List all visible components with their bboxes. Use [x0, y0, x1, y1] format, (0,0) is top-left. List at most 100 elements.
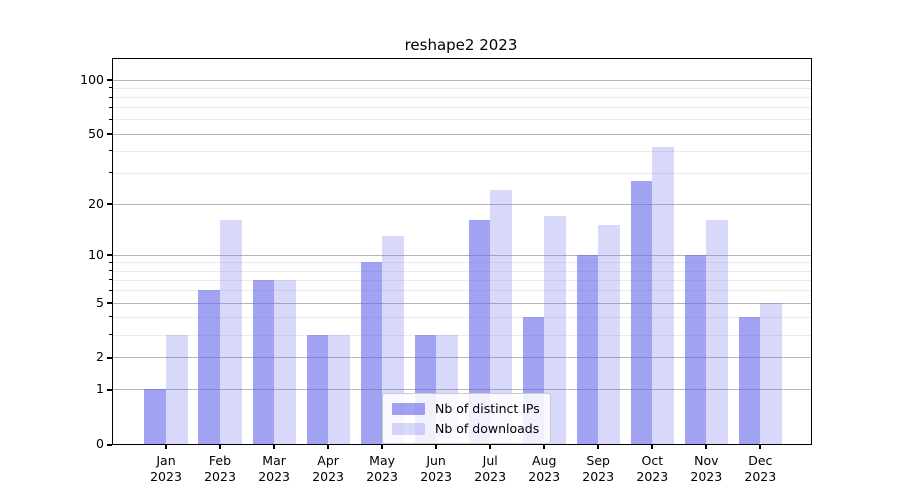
bar-downloads-oct: [652, 147, 674, 444]
x-axis-label-feb: Feb 2023: [204, 453, 236, 485]
month-label: May: [369, 453, 396, 468]
bar-downloads-nov: [706, 220, 728, 444]
year-label: 2023: [312, 469, 344, 484]
bar-ips-jan: [144, 389, 166, 444]
plot-area: 0 1 2 5 10 20 50 100 Jan 2023 Feb 2023 Mar 2023 Apr 202…: [80, 58, 812, 484]
y-axis-tick: [107, 356, 112, 359]
x-axis-tick: [435, 444, 438, 449]
month-label: Aug: [531, 453, 557, 468]
year-label: 2023: [528, 469, 561, 484]
bar-ips-sep: [576, 254, 599, 444]
year-label: 2023: [258, 469, 290, 484]
minor-gridline: [113, 107, 811, 109]
month-label: Mar: [262, 453, 286, 468]
x-axis-tick: [273, 444, 276, 449]
y-axis-minor-tick: [109, 106, 112, 108]
x-axis-tick: [489, 444, 492, 449]
y-axis-tick: [107, 79, 112, 81]
month-label: Jan: [156, 453, 176, 468]
x-axis-label-jan: Jan 2023: [150, 453, 182, 485]
y-axis-minor-tick: [109, 96, 112, 98]
bar-downloads-dec: [760, 302, 782, 444]
x-axis-label-jul: Jul 2023: [474, 453, 506, 485]
major-gridline: [113, 302, 811, 304]
minor-gridline: [113, 172, 811, 174]
x-axis-tick: [543, 444, 546, 449]
minor-gridline: [113, 334, 811, 336]
y-axis-tick: [107, 133, 112, 135]
y-axis-tick: [107, 302, 112, 304]
month-label: Oct: [641, 453, 664, 468]
y-axis-tick: [107, 443, 112, 446]
year-label: 2023: [420, 469, 452, 484]
year-label: 2023: [204, 469, 236, 484]
legend: Nb of distinct IPs Nb of downloads: [382, 393, 551, 444]
x-axis-label-aug: Aug 2023: [528, 453, 560, 485]
bar-ips-oct: [630, 180, 653, 444]
month-label: Jul: [482, 453, 498, 468]
year-label: 2023: [474, 469, 507, 484]
bar-ips-jul: [468, 220, 491, 444]
y-axis-minor-tick: [109, 150, 112, 152]
y-axis-minor-tick: [109, 172, 112, 174]
bar-ips-mar: [252, 279, 275, 444]
y-axis-minor-tick: [109, 87, 112, 89]
bar-downloads-may: [382, 235, 404, 444]
bar-ips-nov: [684, 254, 707, 444]
y-axis-label: 1: [96, 381, 104, 397]
major-gridline: [113, 357, 811, 359]
x-axis-tick: [597, 444, 600, 449]
x-axis-label-nov: Nov 2023: [690, 453, 722, 485]
minor-gridline: [113, 270, 811, 272]
x-axis-label-mar: Mar 2023: [258, 453, 290, 485]
bar-downloads-feb: [220, 220, 242, 444]
y-axis-label: 5: [96, 294, 104, 310]
bar-downloads-jul: [490, 189, 512, 444]
x-axis-tick: [165, 444, 167, 449]
y-axis-label: 20: [88, 195, 104, 211]
y-axis-tick: [107, 388, 112, 391]
y-axis-label: 100: [80, 71, 104, 87]
x-axis-tick: [327, 444, 330, 449]
x-axis-label-jun: Jun 2023: [420, 453, 452, 485]
legend-item-downloads: Nb of downloads: [392, 421, 540, 436]
x-axis-tick: [651, 444, 654, 449]
y-axis-minor-tick: [109, 261, 112, 263]
legend-label-downloads: Nb of downloads: [435, 421, 540, 436]
y-axis-minor-tick: [109, 334, 112, 335]
y-axis-minor-tick: [109, 118, 112, 120]
legend-swatch-downloads-icon: [392, 422, 425, 435]
bar-downloads-aug: [544, 215, 566, 444]
x-axis-tick: [219, 444, 221, 449]
y-axis-minor-tick: [109, 279, 112, 281]
bar-downloads-jan: [166, 334, 188, 444]
y-axis-minor-tick: [109, 270, 112, 271]
minor-gridline: [113, 290, 811, 292]
bar-downloads-mar: [274, 279, 296, 444]
bar-ips-apr: [306, 334, 329, 444]
bar-downloads-sep: [598, 225, 620, 444]
month-label: Apr: [317, 453, 339, 468]
year-label: 2023: [744, 469, 777, 484]
y-axis-label: 10: [88, 246, 104, 262]
bar-ips-may: [360, 262, 383, 444]
x-axis-tick: [705, 444, 708, 449]
y-axis-tick: [107, 203, 112, 206]
year-label: 2023: [150, 469, 182, 484]
x-axis-label-may: May 2023: [366, 453, 398, 485]
month-label: Jun: [426, 453, 446, 468]
major-gridline: [113, 389, 811, 391]
bar-downloads-apr: [328, 334, 350, 444]
major-gridline: [113, 133, 811, 135]
legend-label-distinct-ips: Nb of distinct IPs: [435, 401, 540, 416]
year-label: 2023: [690, 469, 723, 484]
y-axis-label: 0: [96, 436, 104, 451]
month-label: Dec: [748, 453, 773, 468]
x-axis-label-apr: Apr 2023: [312, 453, 344, 485]
chart-title: reshape2 2023: [404, 36, 518, 54]
x-axis-label-dec: Dec 2023: [744, 453, 776, 485]
major-gridline: [113, 203, 811, 205]
minor-gridline: [113, 279, 811, 281]
minor-gridline: [113, 97, 811, 98]
